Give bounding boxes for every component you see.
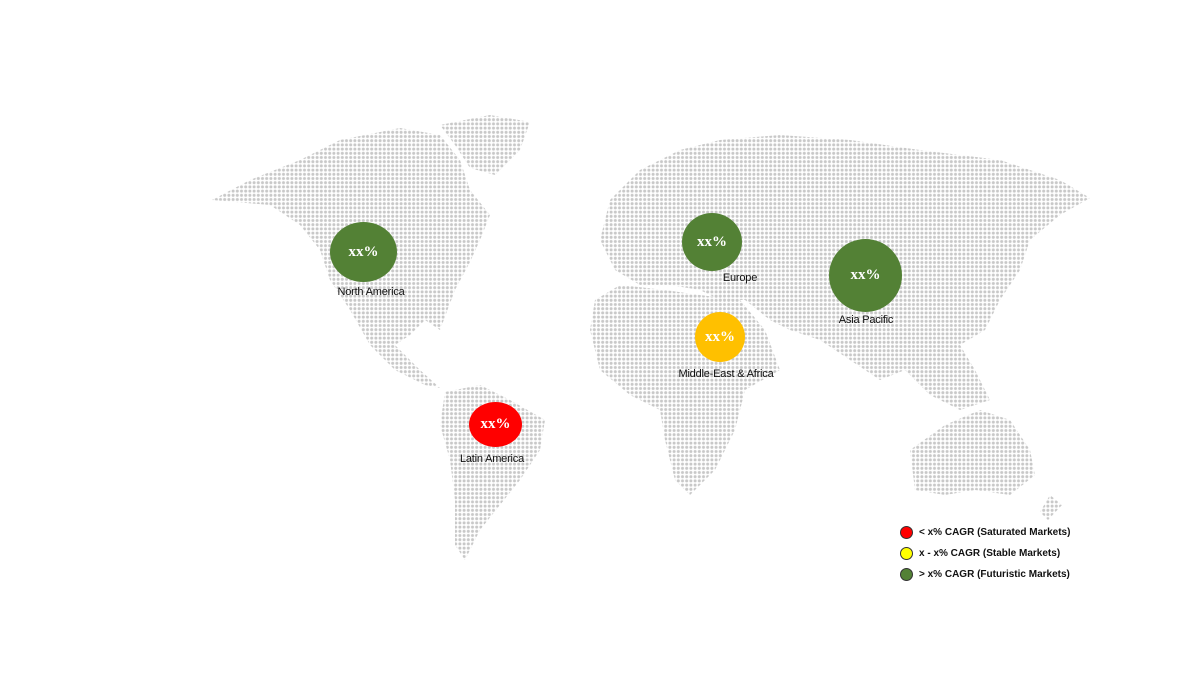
australia-shape	[910, 410, 1035, 495]
africa-shape	[590, 285, 780, 495]
region-bubble-asia-pacific: xx%	[829, 239, 902, 312]
region-bubble-middle-east-africa: xx%	[695, 312, 745, 362]
legend-label: > x% CAGR (Futuristic Markets)	[919, 569, 1070, 580]
green-dot-icon	[900, 568, 913, 581]
region-bubble-north-america: xx%	[330, 222, 397, 282]
legend-item-stable: x - x% CAGR (Stable Markets)	[900, 543, 1070, 564]
region-label-north-america: North America	[337, 286, 405, 298]
region-label-middle-east-africa: Middle-East & Africa	[678, 368, 774, 380]
region-bubble-europe: xx%	[682, 213, 742, 271]
legend-item-futuristic: > x% CAGR (Futuristic Markets)	[900, 564, 1070, 585]
new-zealand-shape	[1040, 495, 1062, 520]
red-dot-icon	[900, 526, 913, 539]
legend: < x% CAGR (Saturated Markets) x - x% CAG…	[900, 522, 1070, 585]
region-bubble-latin-america: xx%	[469, 402, 522, 447]
legend-label: x - x% CAGR (Stable Markets)	[919, 548, 1061, 559]
legend-label: < x% CAGR (Saturated Markets)	[919, 527, 1071, 538]
greenland-shape	[440, 115, 530, 175]
region-label-europe: Europe	[722, 272, 758, 284]
legend-item-saturated: < x% CAGR (Saturated Markets)	[900, 522, 1070, 543]
region-label-asia-pacific: Asia Pacific	[838, 314, 894, 326]
region-label-latin-america: Latin America	[459, 453, 525, 465]
yellow-dot-icon	[900, 547, 913, 560]
